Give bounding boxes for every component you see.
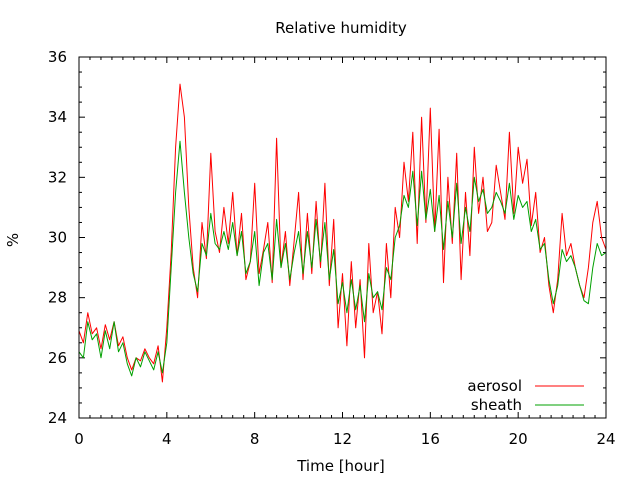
legend-label-sheath: sheath xyxy=(471,396,522,414)
plot-series xyxy=(78,83,607,383)
y-axis-label: % xyxy=(4,233,22,247)
x-tick-label: 4 xyxy=(162,430,172,448)
x-tick-label: 20 xyxy=(509,430,528,448)
x-tick-label: 8 xyxy=(250,430,260,448)
y-tick-label: 30 xyxy=(48,229,67,247)
axis-ticks: 0 4 8 12 16 20 24 24 26 28 30 32 34 36 xyxy=(48,48,616,448)
x-tick-label: 12 xyxy=(333,430,352,448)
y-tick-label: 26 xyxy=(48,349,67,367)
series-line-sheath xyxy=(78,140,607,377)
y-tick-label: 24 xyxy=(48,409,67,427)
y-tick-label: 34 xyxy=(48,108,67,126)
x-tick-label: 24 xyxy=(596,430,615,448)
x-axis-label: Time [hour] xyxy=(296,457,385,475)
chart-title: Relative humidity xyxy=(275,19,407,37)
y-tick-label: 28 xyxy=(48,289,67,307)
y-tick-label: 36 xyxy=(48,48,67,66)
x-tick-label: 0 xyxy=(74,430,84,448)
x-tick-label: 16 xyxy=(421,430,440,448)
series-line-aerosol xyxy=(78,83,607,383)
legend-label-aerosol: aerosol xyxy=(467,377,522,395)
plot-border xyxy=(78,56,607,419)
y-tick-label: 32 xyxy=(48,168,67,186)
